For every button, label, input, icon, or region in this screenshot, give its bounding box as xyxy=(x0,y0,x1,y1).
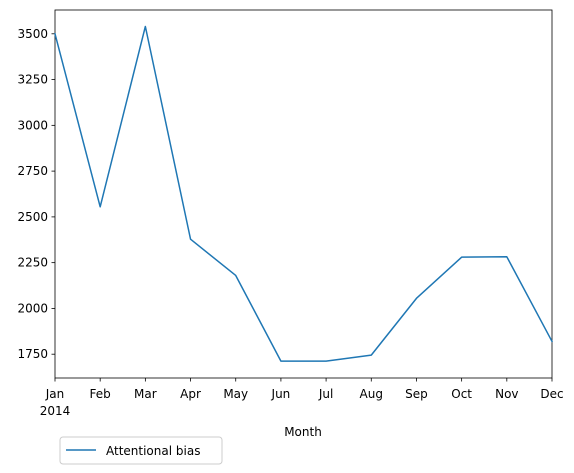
x-tick-label-oct: Oct xyxy=(451,387,472,401)
series-line-attentional-bias xyxy=(54,25,554,362)
x-tick-label-may: May xyxy=(223,387,248,401)
x-tick-label-nov: Nov xyxy=(495,387,518,401)
legend-label-attentional-bias: Attentional bias xyxy=(106,444,200,458)
x-axis-ticks: Jan Feb Mar Apr May Jun Jul Aug Sep Oct Nov Dec xyxy=(45,378,564,401)
x-tick-label-jul: Jul xyxy=(318,387,333,401)
plot-area xyxy=(54,9,553,379)
x-tick-label-jun: Jun xyxy=(271,387,291,401)
x-tick-label-feb: Feb xyxy=(90,387,111,401)
x-tick-label-aug: Aug xyxy=(360,387,383,401)
y-tick-label: 3000 xyxy=(17,118,48,132)
y-tick-label: 2750 xyxy=(17,164,48,178)
x-tick-label-apr: Apr xyxy=(180,387,201,401)
x-tick-label-jan: Jan xyxy=(45,387,65,401)
x-axis-label: Month xyxy=(284,425,322,439)
y-tick-label: 2000 xyxy=(17,301,48,315)
y-axis-ticks: 1750 2000 2250 2500 2750 3000 3250 3500 xyxy=(17,27,55,361)
legend: Attentional bias xyxy=(59,436,223,465)
y-tick-label: 3250 xyxy=(17,73,48,87)
y-tick-label: 2250 xyxy=(17,256,48,270)
x-tick-label-dec: Dec xyxy=(540,387,563,401)
y-tick-label: 2500 xyxy=(17,210,48,224)
y-tick-label: 3500 xyxy=(17,27,48,41)
y-tick-label: 1750 xyxy=(17,347,48,361)
x-tick-label-mar: Mar xyxy=(134,387,157,401)
legend-box xyxy=(59,436,223,465)
x-tick-label-sep: Sep xyxy=(405,387,428,401)
x-axis-year-label: 2014 xyxy=(40,404,71,418)
